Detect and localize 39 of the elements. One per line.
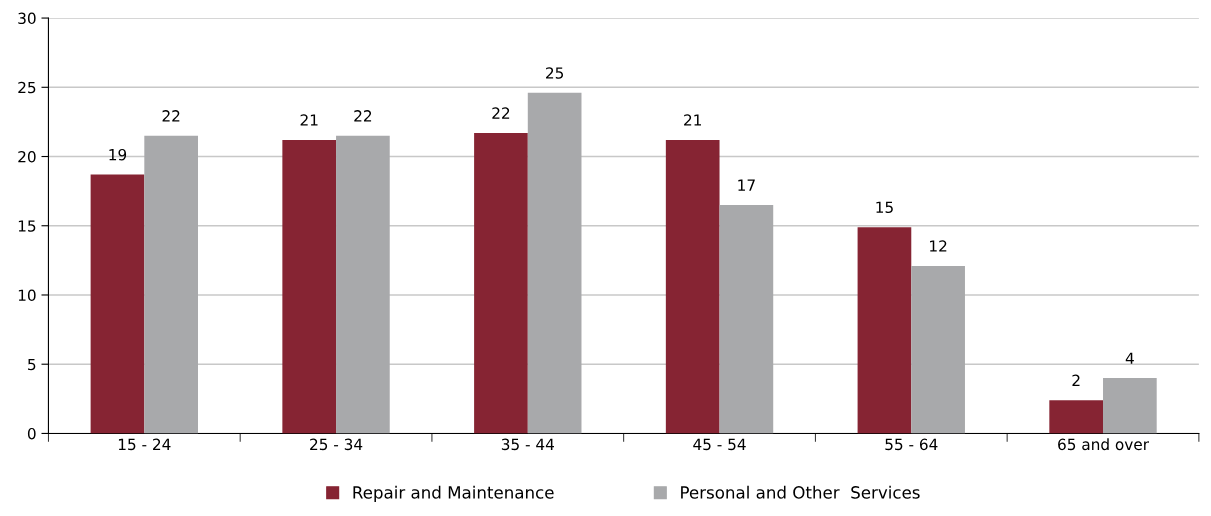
- data-label: 25: [546, 67, 564, 79]
- y-tick-label: 25: [18, 81, 36, 94]
- bar: [144, 135, 198, 434]
- y-tick-label: 5: [28, 358, 36, 371]
- data-label: 2: [1072, 374, 1080, 386]
- x-tick-label: 45 - 54: [693, 438, 746, 451]
- data-label: 4: [1125, 352, 1134, 364]
- bar: [90, 174, 145, 434]
- bar: [474, 132, 528, 434]
- legend-label: Repair and Maintenance: [353, 485, 554, 502]
- bar: [1049, 400, 1104, 434]
- y-tick-label: 15: [18, 220, 36, 232]
- data-label: 19: [109, 148, 127, 161]
- legend-label: Personal and Other Services: [681, 485, 920, 499]
- data-label: 12: [930, 240, 947, 252]
- data-label: 15: [876, 201, 893, 214]
- data-label: 22: [492, 107, 510, 119]
- bar: [857, 227, 912, 434]
- y-tick-label: 10: [18, 289, 36, 301]
- y-tick-label: 0: [27, 427, 36, 440]
- x-tick-label: 35 - 44: [501, 438, 554, 451]
- bar: [527, 92, 582, 434]
- bar: [911, 265, 965, 434]
- data-label: 22: [162, 110, 180, 122]
- x-tick-label: 55 - 64: [885, 438, 938, 451]
- bar: [719, 204, 774, 434]
- bar: [282, 139, 337, 434]
- y-tick-label: 20: [18, 150, 36, 163]
- data-label: 17: [738, 179, 755, 191]
- bar: [336, 135, 390, 434]
- bar: [665, 139, 720, 434]
- x-tick-label: 25 - 34: [310, 438, 363, 451]
- data-label: 22: [354, 110, 372, 122]
- bar: [1103, 378, 1157, 434]
- data-label: 21: [684, 114, 701, 126]
- data-label: 21: [300, 114, 318, 126]
- x-tick-label: 15 - 24: [118, 438, 171, 451]
- x-tick-label: 65 and over: [1058, 438, 1149, 451]
- y-tick-label: 30: [18, 12, 36, 25]
